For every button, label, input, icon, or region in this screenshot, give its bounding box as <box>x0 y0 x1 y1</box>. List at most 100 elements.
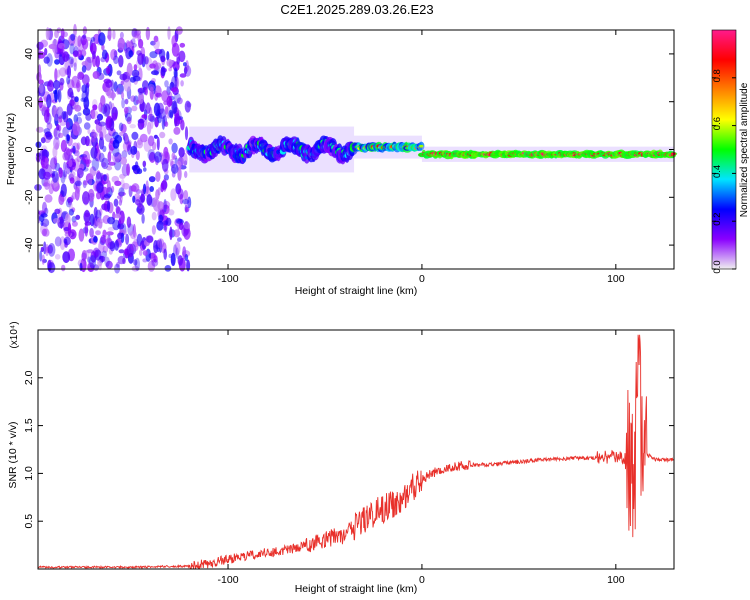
spectrogram-noise-cell <box>99 172 104 182</box>
spectrogram-noise-cell <box>173 126 181 135</box>
spectrogram-noise-cell <box>96 182 104 194</box>
spectrogram-noise-cell <box>145 180 149 195</box>
spectrogram-noise-cell <box>171 42 180 57</box>
spectrogram-noise-cell <box>40 246 44 253</box>
spectrogram-noise-cell <box>163 248 167 260</box>
spectrogram-noise-cell <box>125 112 132 122</box>
spectrogram-noise-cell <box>81 61 89 67</box>
spectrogram-noise-cell <box>144 56 149 65</box>
spectrogram-noise-cell <box>153 38 160 50</box>
spectrogram-noise-cell <box>131 165 138 171</box>
spectrogram-noise-cell <box>69 99 75 107</box>
spectrogram-noise-cell <box>149 63 156 69</box>
colorbar-tick-label: 0.6 <box>712 117 723 130</box>
spectrogram-noise-cell <box>92 50 96 60</box>
spectrogram-noise-cell <box>115 205 121 214</box>
spectrogram-noise-cell <box>184 222 191 230</box>
spectrogram-noise-cell <box>184 170 188 179</box>
spectrogram-noise-cell <box>148 176 156 183</box>
spectrogram-noise-cell <box>102 145 107 152</box>
spectrogram-noise-cell <box>149 51 158 59</box>
spectrogram-noise-cell <box>131 105 138 112</box>
spectrogram-noise-cell <box>118 187 125 197</box>
spectrogram-noise-cell <box>95 230 101 236</box>
spectrogram-noise-cell <box>151 258 159 267</box>
spectrogram-noise-cell <box>171 142 178 154</box>
spectrogram-noise-cell <box>40 137 46 144</box>
spectrogram-noise-cell <box>65 198 72 208</box>
spectrogram-noise-cell <box>61 264 66 272</box>
spectrogram-noise-cell <box>79 262 83 272</box>
spectrogram-noise-cell <box>135 150 140 161</box>
snr-x-tick-label: 0 <box>419 574 425 586</box>
spectrogram-noise-cell <box>75 214 81 220</box>
spectrogram-noise-cell <box>141 114 148 119</box>
spectrogram-noise-cell <box>48 183 54 195</box>
spectrogram-noise-cell <box>170 188 177 202</box>
spectrogram-noise-cell <box>176 97 183 105</box>
spectrogram-noise-cell <box>173 92 181 104</box>
spectrogram-noise-cell <box>173 229 181 238</box>
spectrogram-noise-cell <box>90 146 98 159</box>
spectrogram-noise-cell <box>164 80 169 88</box>
spectrogram-noise-cell <box>145 235 154 243</box>
spectrogram-noise-cell <box>81 74 90 85</box>
spectrogram-noise-cell <box>137 52 145 65</box>
spectrogram-noise-cell <box>41 254 45 265</box>
spectrogram-noise-cell <box>68 159 73 168</box>
spectrogram-noise-cell <box>170 87 178 93</box>
spectrogram-noise-cell <box>101 44 105 51</box>
spectrogram-noise-cell <box>84 249 90 260</box>
spectrogram-noise-cell <box>146 194 153 206</box>
spectrogram-noise-cell <box>153 35 159 43</box>
spectrogram-noise-cell <box>168 209 175 216</box>
spectrogram-noise-cell <box>62 251 71 263</box>
spectrogram-noise-cell <box>126 116 132 125</box>
spectrogram-noise-cell <box>93 236 98 243</box>
spectrogram-noise-cell <box>56 106 64 120</box>
spectrogram-noise-cell <box>73 114 79 124</box>
spectrogram-noise-cell <box>53 218 60 224</box>
spectrogram-noise-cell <box>138 196 144 205</box>
spectrogram-noise-cell <box>180 80 184 87</box>
spectrogram-noise-cell <box>96 113 104 121</box>
spectrogram-noise-cell <box>186 259 191 272</box>
spectrogram-noise-cell <box>56 69 61 78</box>
spectrogram-noise-cell <box>119 190 124 203</box>
spectrogram-panel: -100 0 100 -40 -20 0 20 40 Height of straight l… <box>5 23 678 297</box>
spectrogram-noise-cell <box>156 136 160 151</box>
spectrogram-noise-cell <box>77 112 82 117</box>
spectrogram-noise-cell <box>160 182 164 193</box>
spectrogram-noise-cell <box>153 255 158 263</box>
spectrogram-noise-cell <box>90 109 96 120</box>
spectrogram-band-core <box>670 152 676 156</box>
spectrogram-noise-cell <box>151 211 157 221</box>
spectrogram-noise-cell <box>175 77 180 88</box>
spectrogram-noise-cell <box>162 200 171 209</box>
spectrogram-noise-cell <box>136 233 143 247</box>
spectrogram-noise-cell <box>43 56 50 64</box>
spectrogram-noise-cell <box>143 167 147 172</box>
snr-frame <box>37 329 675 570</box>
spectrogram-noise-cell <box>74 96 79 103</box>
colorbar-gradient <box>711 29 737 270</box>
spectrogram-noise-cell <box>175 247 179 259</box>
spectrogram-noise-cell <box>138 201 143 211</box>
spectrogram-noise-cell <box>113 198 119 207</box>
spectrogram-noise-cell <box>81 252 87 261</box>
spectrogram-noise-cell <box>43 241 47 255</box>
spectrogram-noise-cell <box>185 206 190 213</box>
spectrogram-noise-cell <box>126 243 134 258</box>
spectrogram-noise-cell <box>125 40 131 50</box>
snr-y-tick-label: 1.0 <box>23 466 35 481</box>
spectrogram-noise-cell <box>38 83 44 94</box>
spectrogram-noise-cell <box>134 32 139 38</box>
spectrogram-noise-cell <box>140 193 146 203</box>
spectrogram-noise-cell <box>84 222 89 237</box>
spectrogram-noise-cell <box>69 177 75 184</box>
spectrogram-noise-cell <box>156 238 165 249</box>
spectrogram-noise-cell <box>81 250 87 260</box>
spectrogram-noise-cell <box>52 80 61 90</box>
spectrogram-noise-cell <box>61 45 65 58</box>
spectrogram-x-tick-label: 100 <box>607 273 625 285</box>
